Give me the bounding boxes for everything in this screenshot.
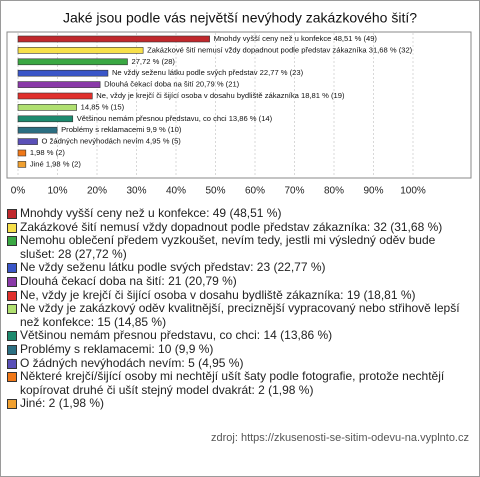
legend-swatch: [7, 222, 17, 233]
legend-label: Jiné: 2 (1,98 %): [20, 396, 105, 411]
legend-swatch: [7, 399, 17, 410]
data-label: Zakázkové šití nemusí vždy dopadnout pod…: [147, 45, 413, 54]
legend-swatch: [7, 372, 17, 383]
x-tick-label: 70%: [284, 186, 304, 197]
bar: [17, 115, 74, 123]
legend-label: O žádných nevýhodách nevím: 5 (4,95 %): [20, 355, 244, 370]
legend-item: Ne vždy je zakázkový oděv kvalitnější, p…: [7, 301, 469, 329]
data-label: Dlouhá čekací doba na šití 20,79 % (21): [104, 80, 240, 89]
legend-swatch: [7, 304, 17, 315]
legend-label: Zakázkové šití nemusí vždy dopadnout pod…: [20, 219, 443, 234]
data-label: Mnohdy vyšší ceny než u konfekce 48,51 %…: [214, 34, 378, 43]
legend-swatch: [7, 209, 17, 219]
bar: [17, 47, 144, 54]
legend-item: Ne, vždy je krejčí či šijící osoba v dos…: [7, 287, 469, 303]
bar: [17, 92, 93, 100]
x-tick-label: 90%: [363, 186, 383, 197]
legend-label: Dlouhá čekací doba na šití: 21 (20,79 %): [20, 273, 237, 288]
data-label: 1,98 % (2): [30, 148, 66, 157]
data-label: 14,85 % (15): [81, 102, 125, 111]
x-tick-label: 10%: [47, 186, 67, 197]
chart-title: Jaké jsou podle vás největší nevýhody za…: [63, 10, 417, 26]
bar: [17, 126, 58, 134]
legend-item: Dlouhá čekací doba na šití: 21 (20,79 %): [7, 273, 469, 289]
bar: [17, 104, 77, 111]
x-tick-label: 50%: [205, 186, 225, 197]
legend-label: Ne vždy seženu látku podle svých předsta…: [20, 260, 326, 275]
legend-label: Ne, vždy je krejčí či šijící osoba v dos…: [20, 287, 416, 302]
legend-item: Jiné: 2 (1,98 %): [7, 397, 469, 411]
data-label: Ne vždy seženu látku podle svých předsta…: [112, 68, 304, 77]
legend-item: Některé krejčí/šijící osoby mi nechtějí …: [7, 369, 469, 397]
legend-label: Ne vždy je zakázkový oděv kvalitnější, p…: [20, 301, 460, 329]
legend: Mnohdy vyšší ceny než u konfekce: 49 (48…: [7, 206, 469, 411]
x-tick-label: 0%: [11, 186, 26, 197]
data-label: Většinou nemám přesnou představu, co chc…: [77, 114, 273, 123]
data-label: Jiné 1,98 % (2): [30, 159, 82, 168]
bar: [17, 69, 109, 77]
bar: [17, 149, 27, 157]
legend-item: Nemohu oblečení předem vyzkoušet, nevím …: [7, 233, 469, 261]
data-label: Problémy s reklamacemi 9,9 % (10): [61, 125, 182, 134]
legend-swatch: [7, 276, 17, 287]
legend-item: O žádných nevýhodách nevím: 5 (4,95 %): [7, 355, 469, 371]
data-label: Ne, vždy je krejčí či šijící osoba v dos…: [96, 91, 345, 100]
legend-label: Mnohdy vyšší ceny než u konfekce: 49 (48…: [20, 206, 282, 220]
x-tick-label: 40%: [166, 186, 186, 197]
data-label: O žádných nevýhodách nevím 4,95 % (5): [42, 137, 182, 146]
legend-item: Problémy s reklamacemi: 10 (9,9 %): [7, 341, 469, 357]
x-tick-label: 80%: [324, 186, 344, 197]
plot-frame: [6, 31, 472, 179]
x-tick-label: 20%: [87, 186, 107, 197]
x-tick-label: 60%: [245, 186, 265, 197]
bar: [17, 138, 38, 145]
legend-swatch: [7, 358, 17, 369]
legend-item: Většinou nemám přesnou představu, co chc…: [7, 329, 469, 343]
legend-swatch: [7, 344, 17, 355]
legend-label: Většinou nemám přesnou představu, co chc…: [20, 328, 333, 343]
source: zdroj: https://zkusenosti-se-sitim-odevu…: [211, 432, 469, 444]
bar: [17, 35, 210, 43]
legend-label: Nemohu oblečení předem vyzkoušet, nevím …: [20, 233, 436, 261]
legend-item: Ne vždy seženu látku podle svých předsta…: [7, 261, 469, 275]
legend-swatch: [7, 263, 17, 274]
x-tick-label: 100%: [400, 186, 426, 197]
legend-item: Mnohdy vyšší ceny než u konfekce: 49 (48…: [7, 206, 469, 221]
legend-swatch: [7, 236, 17, 247]
legend-item: Zakázkové šití nemusí vždy dopadnout pod…: [7, 219, 469, 235]
data-label: 27,72 % (28): [131, 57, 175, 66]
legend-label: Problémy s reklamacemi: 10 (9,9 %): [20, 341, 214, 356]
bar: [17, 161, 27, 168]
x-tick-label: 30%: [126, 186, 146, 197]
legend-swatch: [7, 331, 17, 342]
legend-label: Některé krejčí/šijící osoby mi nechtějí …: [20, 369, 445, 397]
bar: [17, 81, 101, 88]
bar: [17, 58, 128, 66]
chart: Jaké jsou podle vás největší nevýhody za…: [6, 10, 472, 197]
legend-swatch: [7, 290, 17, 301]
